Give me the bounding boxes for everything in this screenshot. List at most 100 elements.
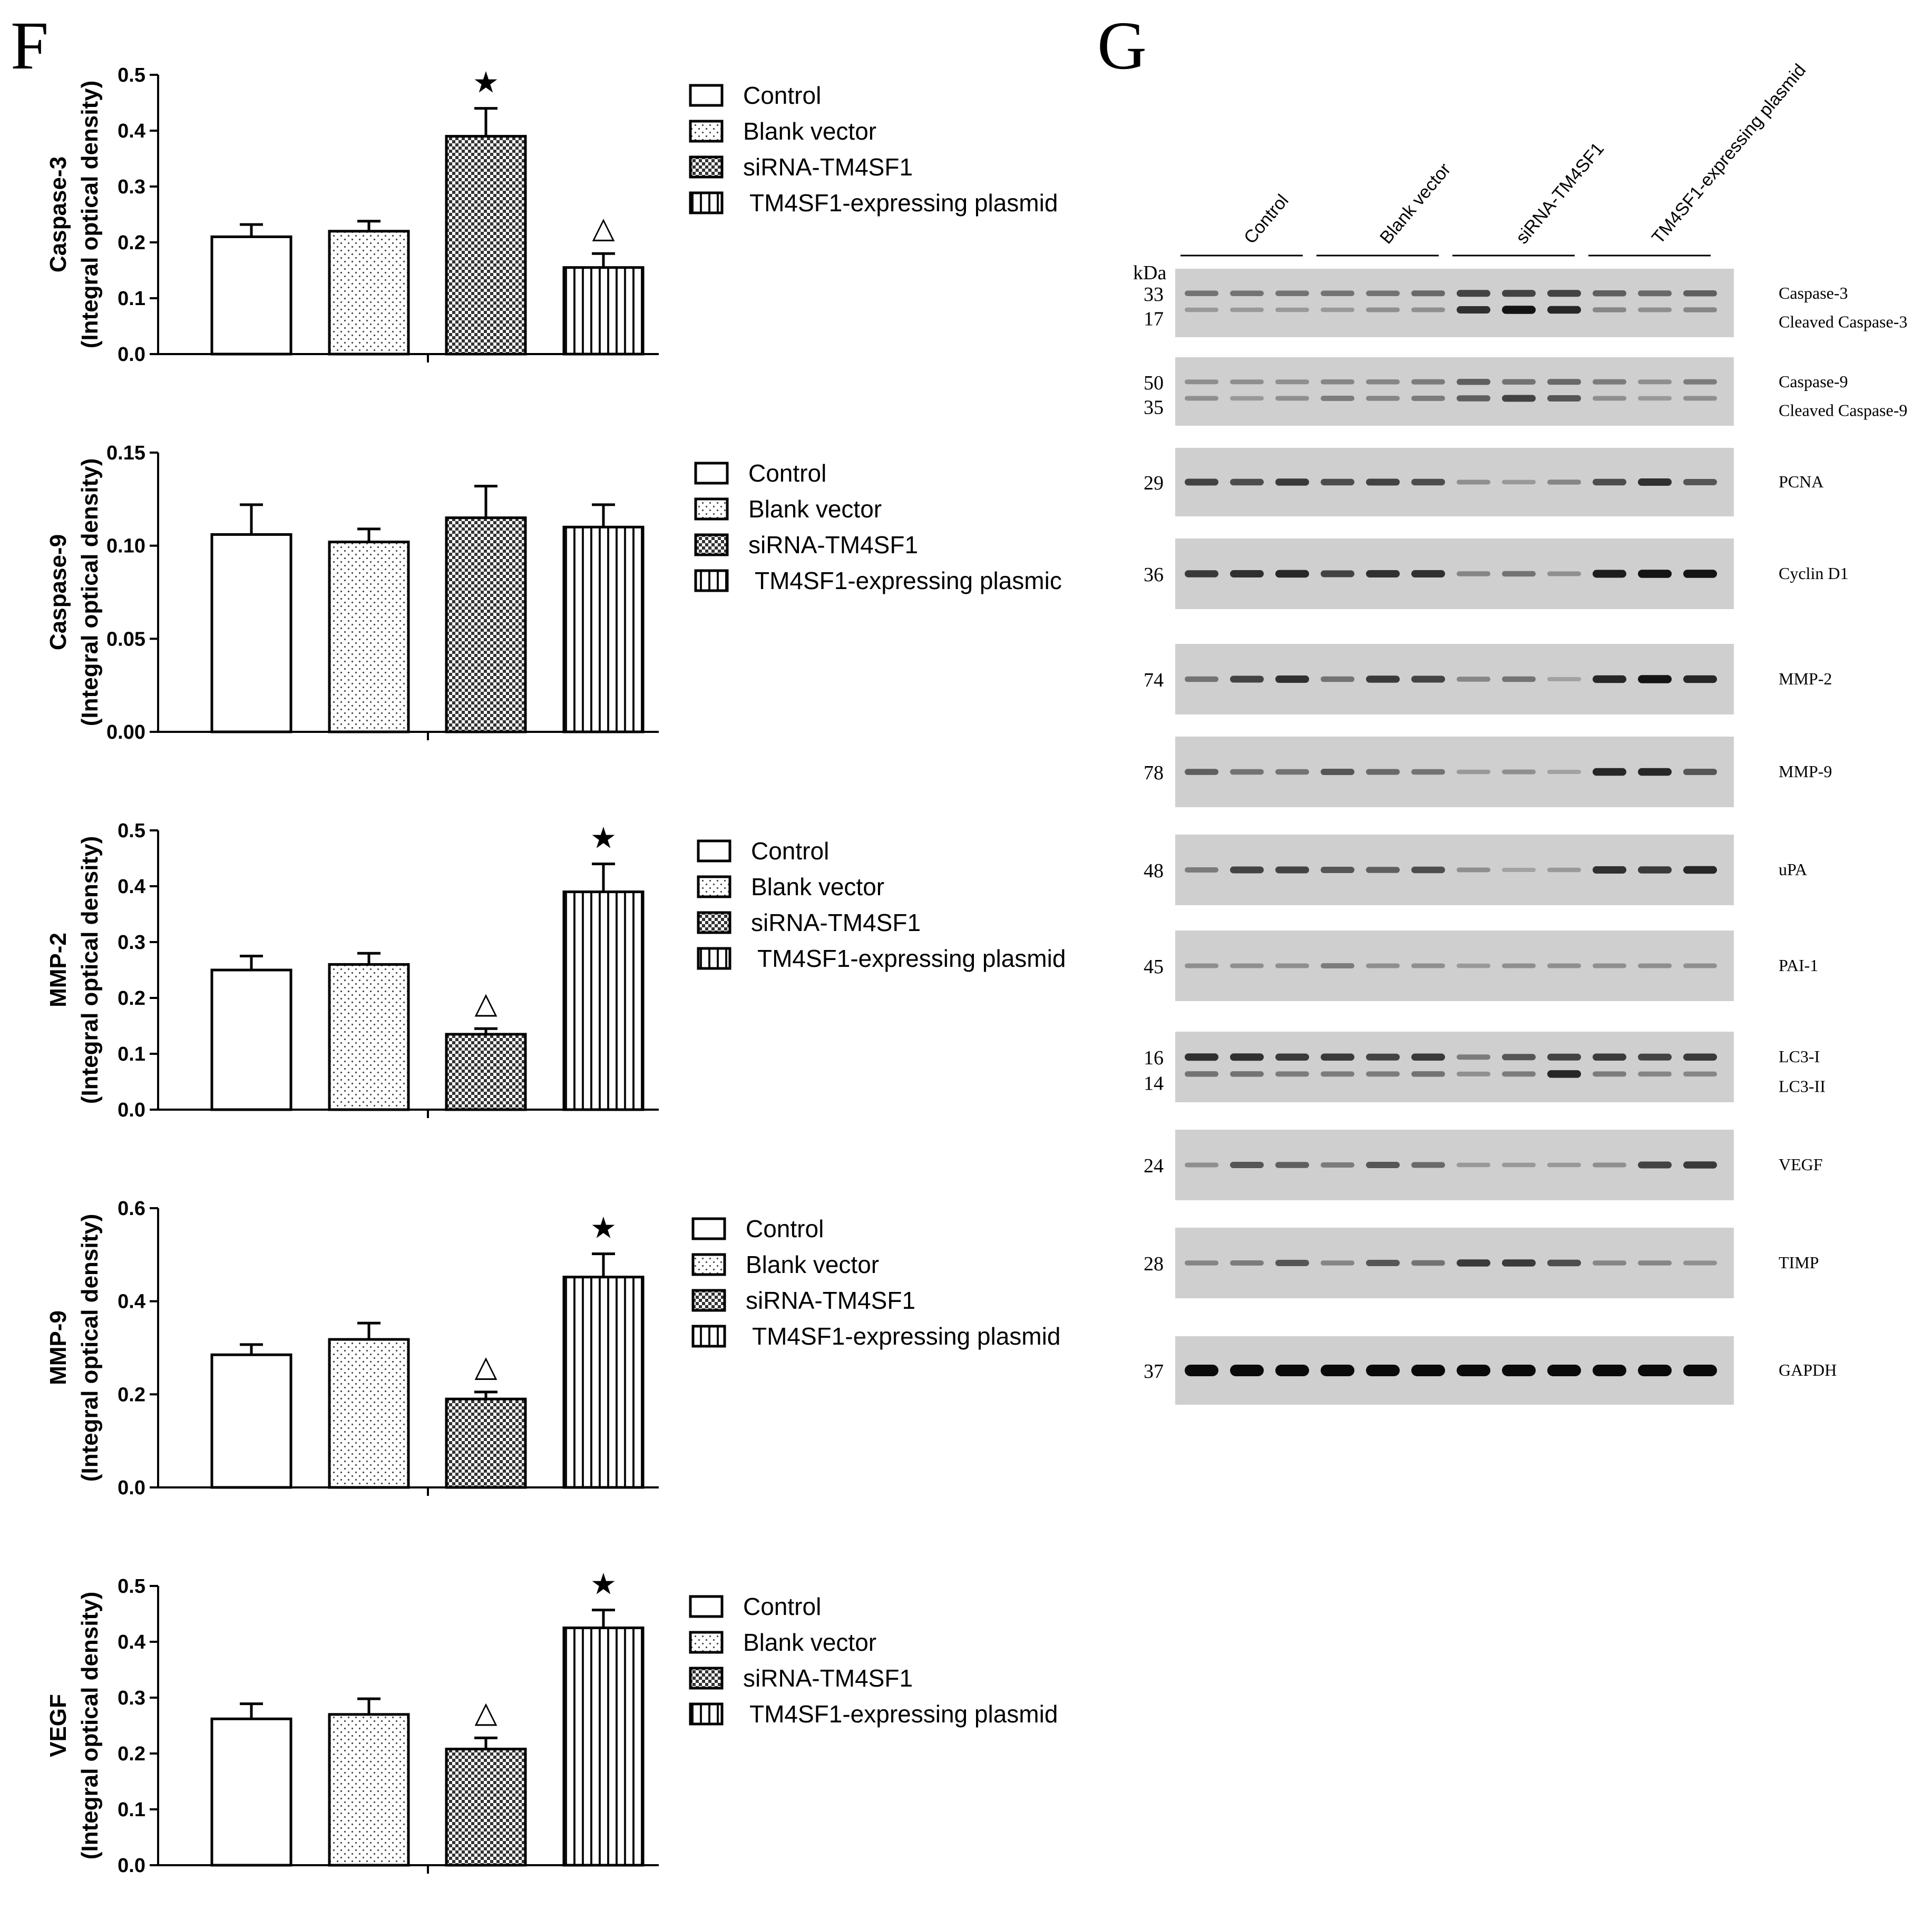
blot-band [1366,307,1400,312]
blot-band [1275,396,1309,401]
bar [562,266,645,356]
y-tick-label: 0.3 [118,1687,145,1709]
blot-band [1185,963,1218,968]
blot-band [1683,379,1717,385]
blot-band [1593,396,1626,401]
blot-band [1411,1071,1445,1077]
protein-label: TIMP [1779,1253,1819,1272]
blot-band [1593,1260,1626,1266]
blot-band [1321,769,1354,775]
blot-band [1502,676,1536,682]
blot-band [1457,769,1490,775]
protein-label: MMP-2 [1779,669,1832,688]
blot-band [1547,1053,1581,1061]
bar [445,1748,527,1867]
blot-band [1457,306,1490,314]
blot-strip [1175,357,1734,426]
kda-marker: 37 [1144,1360,1164,1383]
bar [328,1338,410,1489]
significance-triangle: △ [592,211,614,245]
blot-band [1321,478,1354,486]
blot-band [1547,770,1581,774]
bar [328,541,410,733]
blot-band [1638,675,1672,683]
blot-band [1230,963,1264,968]
blot-band [1230,478,1264,486]
blot-band [1638,866,1672,874]
legend-label: Blank vector [751,873,884,900]
kda-marker: 45 [1144,956,1164,978]
blot-band [1502,1054,1536,1061]
y-tick-label: 0.0 [118,1855,145,1877]
blot-band [1683,1260,1717,1266]
significance-star: ★ [590,1211,617,1246]
blot-band [1502,1071,1536,1077]
blot-band [1321,570,1354,577]
blot-band [1275,290,1309,297]
blot-band [1321,1053,1354,1061]
y-axis-title: MMP-2 (Integral optical density) [45,836,103,1104]
blot-band [1275,570,1309,578]
blot-band [1683,769,1717,775]
y-tick-label: 0.0 [118,1099,145,1121]
blot-band [1547,1162,1581,1168]
lane-group-label: siRNA-TM4SF1 [1512,139,1608,248]
blot-band [1230,290,1264,297]
blot-band [1366,1365,1400,1376]
blot-band [1230,769,1264,775]
blot-band [1457,963,1490,968]
blot-band [1185,676,1218,682]
blot-band [1411,1162,1445,1168]
blot-band [1638,478,1672,486]
blot-band [1457,571,1490,576]
kda-marker: 28 [1144,1253,1164,1275]
blot-band [1185,307,1218,312]
legend-swatch [689,84,724,107]
blot-band [1638,1161,1672,1169]
blot-band [1275,1365,1309,1376]
kda-marker: 29 [1144,472,1164,494]
y-axis-label: (Integral optical density) [77,458,103,727]
blot-band [1321,963,1354,968]
blot-band [1457,677,1490,682]
y-tick-label: 0.15 [106,442,145,464]
blot-band [1185,290,1218,297]
protein-label: Cleaved Caspase-3 [1779,312,1907,331]
y-axis-title: Caspase-3 (Integral optical density) [45,81,103,349]
bar [328,230,410,356]
legend-label: siRNA-TM4SF1 [748,531,918,559]
blot-band [1683,290,1717,297]
y-tick-label: 0.10 [106,535,145,557]
legend-swatch [689,1667,724,1690]
y-axis-label: VEGF [45,1694,71,1757]
blot-band [1275,866,1309,874]
legend-swatch [689,191,724,214]
blot-band [1502,571,1536,577]
y-tick-label: 0.0 [118,1477,145,1499]
blot-band [1638,963,1672,968]
blot-band [1638,1071,1672,1077]
blot-band [1411,769,1445,775]
blot-band [1457,867,1490,873]
blot-band [1683,1365,1717,1376]
blot-band [1185,1260,1218,1266]
y-tick-label: 0.1 [118,288,145,310]
blot-band [1230,675,1264,683]
protein-label: uPA [1779,860,1807,879]
blot-band [1502,1365,1536,1376]
blot-band [1638,290,1672,297]
blot-band [1547,379,1581,385]
blot-band [1457,379,1490,385]
blot-band [1593,1365,1626,1376]
kda-header: kDa [1133,262,1166,284]
blot-band [1547,479,1581,485]
y-tick-label: 0.3 [118,176,145,198]
protein-label: PCNA [1779,472,1823,491]
significance-star: ★ [473,66,499,100]
y-axis-label: (Integral optical density) [77,81,103,349]
blot-band [1593,675,1626,683]
kda-marker: 35 [1144,397,1164,419]
legend-swatch [694,462,729,485]
blot-band [1411,396,1445,401]
blot-band [1683,307,1717,312]
